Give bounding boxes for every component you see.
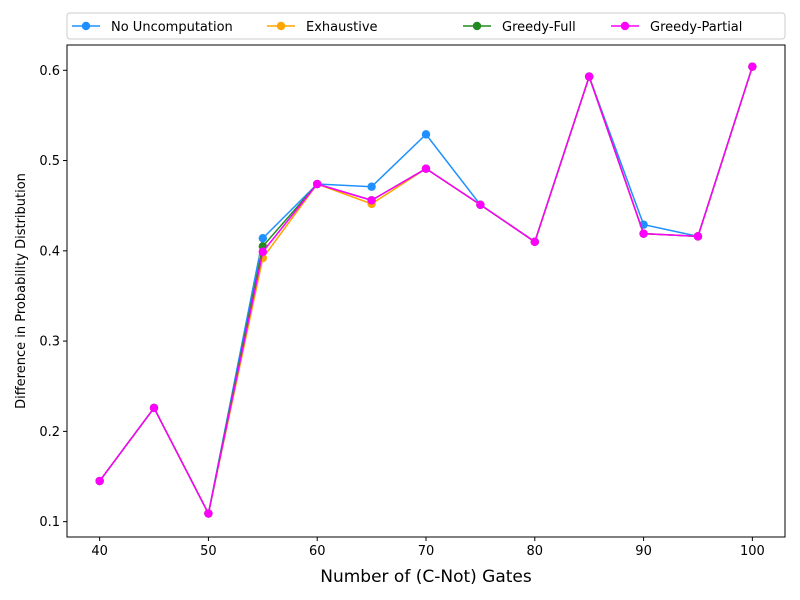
data-point	[748, 62, 757, 71]
data-point	[313, 179, 322, 189]
series-layer	[95, 62, 757, 518]
legend-swatch-marker	[276, 21, 286, 31]
legend-label: Greedy-Partial	[650, 20, 742, 35]
y-tick-label: 0.3	[39, 335, 60, 350]
y-axis: 0.1 0.2 0.3 0.4 0.5 0.6	[39, 64, 67, 530]
y-tick-label: 0.2	[39, 425, 60, 440]
series-3	[95, 62, 757, 518]
data-point	[149, 403, 159, 413]
legend-swatch-marker	[81, 21, 91, 31]
data-point	[693, 232, 703, 241]
data-point	[421, 130, 431, 139]
legend: No Uncomputation Exhaustive Greedy-Full Gre…	[66, 12, 786, 40]
legend-entry: Exhaustive	[267, 20, 378, 35]
data-point	[421, 164, 431, 173]
y-tick-label: 0.5	[39, 154, 60, 169]
legend-entry: Greedy-Full	[463, 20, 576, 35]
data-point	[258, 233, 268, 243]
data-point	[367, 182, 376, 191]
y-tick-label: 0.1	[39, 515, 60, 530]
legend-swatch-marker	[472, 21, 482, 31]
x-tick-label: 90	[635, 544, 652, 559]
x-tick-label: 50	[200, 544, 217, 559]
legend-label: Greedy-Full	[502, 20, 576, 35]
y-tick-label: 0.6	[39, 64, 60, 79]
data-point	[204, 509, 213, 518]
legend-frame	[66, 12, 786, 40]
data-point	[476, 200, 485, 209]
y-tick-label: 0.4	[39, 244, 60, 259]
x-axis-title: Number of (C-Not) Gates	[320, 567, 532, 587]
x-tick-label: 100	[740, 544, 765, 559]
data-point	[584, 72, 594, 81]
x-tick-label: 70	[418, 544, 435, 559]
legend-swatch-marker	[620, 21, 630, 31]
legend-entry: No Uncomputation	[72, 20, 233, 35]
legend-label: No Uncomputation	[111, 20, 233, 35]
y-axis-title: Difference in Probability Distribution	[14, 173, 29, 409]
data-point	[530, 237, 539, 246]
legend-entry: Greedy-Partial	[611, 20, 742, 35]
x-tick-label: 80	[527, 544, 544, 559]
x-tick-label: 60	[309, 544, 326, 559]
legend-label: Exhaustive	[306, 20, 378, 35]
data-point	[639, 229, 648, 238]
data-point	[95, 476, 104, 486]
data-point	[258, 247, 268, 256]
x-axis: 40 50 60 70 80 90 100	[91, 537, 765, 559]
data-point	[367, 196, 376, 205]
x-tick-label: 40	[91, 544, 108, 559]
